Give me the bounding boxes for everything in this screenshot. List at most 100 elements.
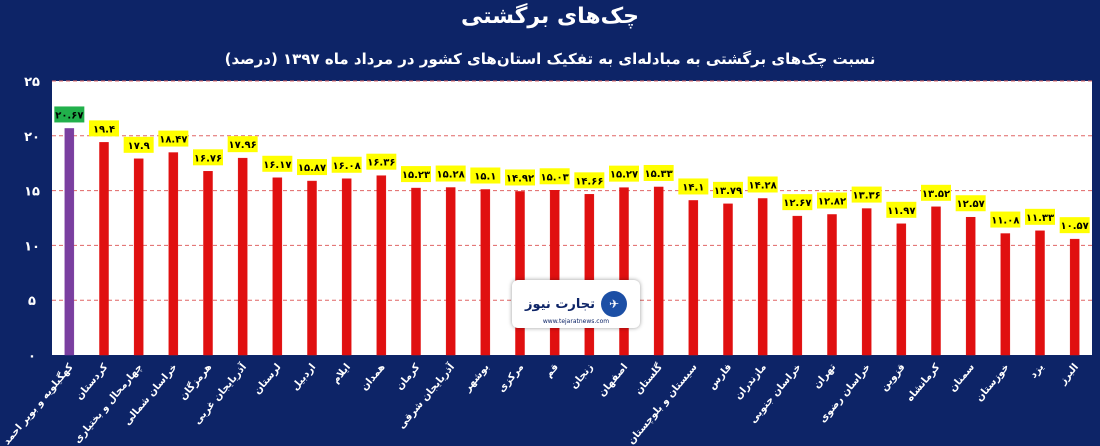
bar: [861, 208, 872, 356]
data-label: ۱۶.۷۶: [194, 153, 222, 164]
bar: [376, 175, 387, 356]
bar: [1035, 230, 1045, 356]
bar: [965, 216, 976, 356]
data-label: ۱۰.۵۷: [1061, 221, 1089, 232]
bar: [64, 128, 75, 356]
bar: [549, 190, 560, 356]
data-label: ۲۰.۶۷: [55, 110, 83, 121]
data-label-box: [158, 130, 189, 147]
data-label: ۱۸.۴۷: [159, 135, 187, 146]
logo-globe-icon: ✈: [601, 291, 628, 317]
logo-name: تجارت نیوز: [524, 296, 596, 312]
data-label-box: [123, 136, 154, 153]
data-label: ۱۴.۶۶: [575, 176, 603, 187]
chart-subtitle: نسبت چک‌های برگشتی به مبادله‌ای به تفکیک…: [224, 50, 876, 68]
bar: [688, 200, 699, 356]
x-tick-label: همدان: [359, 362, 388, 393]
data-label-box: [54, 106, 85, 123]
data-label: ۱۲.۸۲: [818, 196, 846, 207]
x-tick-label: اصفهان: [597, 362, 631, 399]
bar: [341, 178, 352, 356]
y-tick-label: ۵: [28, 294, 36, 309]
data-label: ۱۶.۰۸: [333, 161, 361, 172]
data-label-box: [609, 165, 639, 182]
bar: [584, 194, 595, 356]
x-tick-label: کردستان: [74, 362, 110, 402]
data-label-box: [297, 159, 327, 176]
data-label: ۱۷.۹۶: [229, 140, 257, 151]
x-tick-label: ایلام: [330, 362, 353, 386]
data-label-box: [990, 211, 1021, 228]
x-tick-label: فارس: [707, 362, 735, 392]
data-label-box: [747, 176, 778, 193]
x-tick-label: مرکزی: [496, 362, 526, 395]
data-label: ۱۵.۳۳: [645, 169, 673, 180]
data-label-box: [505, 169, 535, 186]
bar: [653, 186, 664, 356]
bar: [445, 187, 456, 356]
x-tick-label: کرمان: [394, 362, 422, 393]
x-tick-label: کرمانشاه: [905, 362, 943, 404]
data-label-box: [921, 184, 951, 201]
bar: [1069, 238, 1080, 356]
logo: تجارت نیوز ✈ www.tejaratnews.com: [512, 280, 640, 328]
data-label-box: [366, 153, 397, 170]
bar: [827, 214, 837, 356]
bar: [757, 198, 768, 356]
data-label: ۱۶.۳۶: [367, 158, 395, 169]
x-tick-label: خوزستان: [974, 362, 1012, 404]
data-label: ۱۳.۵۲: [922, 189, 950, 200]
data-label: ۱۳.۷۹: [714, 186, 742, 197]
data-label: ۱۶.۱۷: [263, 160, 291, 171]
data-label-box: [713, 181, 743, 198]
x-tick-label: سمنان: [947, 362, 977, 394]
data-label: ۱۵.۰۳: [541, 172, 569, 183]
x-tick-label: زنجان: [569, 362, 596, 391]
data-label: ۱۲.۵۷: [957, 199, 985, 210]
x-tick-label: لرستان: [252, 362, 284, 397]
data-label: ۱۳.۳۶: [853, 191, 881, 202]
x-tick-label: کهگیلویه و بویر احمد: [0, 360, 76, 446]
y-tick-label: ۱۵: [24, 185, 40, 200]
bar: [203, 171, 213, 356]
data-label-box: [470, 167, 501, 184]
data-label: ۱۱.۰۸: [991, 216, 1019, 227]
x-tick-label: البرز: [1057, 362, 1081, 388]
data-label-box: [435, 165, 466, 182]
data-label-box: [193, 149, 223, 166]
logo-url: www.tejaratnews.com: [542, 318, 610, 325]
data-label-box: [262, 155, 293, 172]
data-label-box: [678, 178, 709, 195]
data-label-box: [851, 186, 882, 203]
data-label-box: [782, 194, 813, 211]
bar: [307, 180, 317, 356]
y-tick-label: ۱۰: [24, 239, 40, 254]
data-label: ۱۴.۹۲: [506, 173, 534, 184]
x-tick-label: سیستان و بلوچستان: [626, 362, 700, 446]
data-label: ۱۲.۶۷: [783, 198, 811, 209]
data-label-box: [1025, 208, 1055, 225]
x-tick-label: تهران: [812, 362, 839, 391]
bar: [133, 158, 144, 356]
data-label: ۱۵.۲۷: [610, 170, 638, 181]
y-tick-label: ۲۰: [24, 130, 40, 145]
bar: [411, 187, 421, 356]
data-label-box: [227, 136, 258, 153]
bar: [168, 152, 179, 356]
x-tick-label: آذربایجان شرقی: [395, 360, 458, 431]
chart-title: چک‌های برگشتی: [460, 4, 640, 29]
data-label: ۱۱.۹۷: [887, 206, 915, 217]
bar: [896, 223, 907, 356]
x-tick-label: اردبیل: [290, 362, 318, 393]
x-tick-label: قم: [543, 362, 561, 380]
data-label-box: [1059, 217, 1090, 234]
bar: [1000, 233, 1011, 356]
data-label: ۱۵.۱: [474, 172, 496, 183]
data-label-box: [331, 156, 362, 173]
x-tick-label: قزوین: [879, 362, 908, 393]
data-label-box: [817, 192, 847, 209]
data-label: ۱۷.۹: [128, 141, 150, 152]
data-label: ۱۵.۸۷: [298, 163, 326, 174]
y-tick-label: ۲۵: [24, 75, 40, 90]
bar: [619, 187, 629, 356]
